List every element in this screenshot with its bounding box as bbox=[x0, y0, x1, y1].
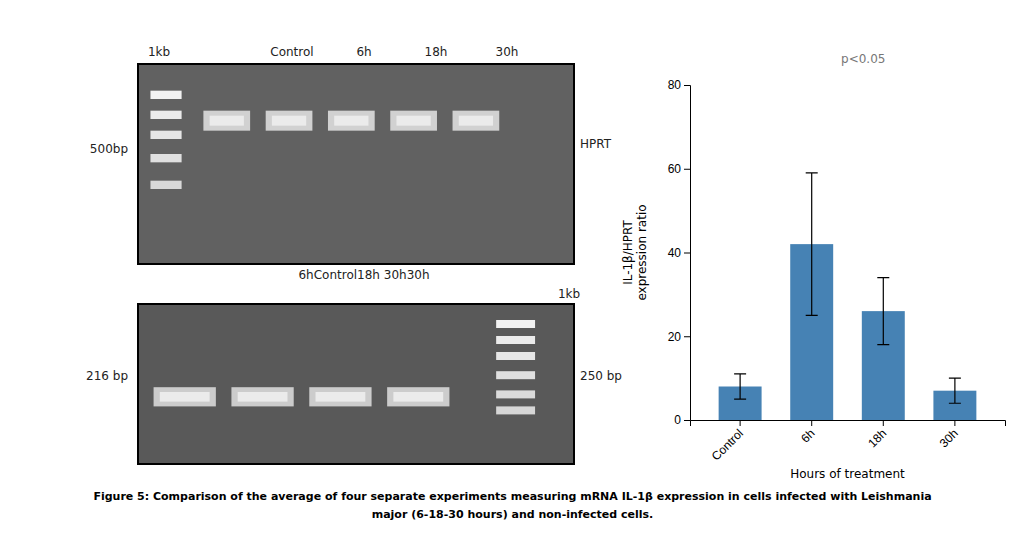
error-bar bbox=[734, 374, 746, 399]
plot-area bbox=[719, 173, 977, 420]
gel-label: 1kb bbox=[148, 45, 170, 59]
y-axis-line bbox=[684, 86, 691, 421]
gel-label: HPRT bbox=[580, 137, 612, 151]
error-bar bbox=[877, 278, 889, 345]
x-axis: Control 6h 18h 30h bbox=[691, 420, 1006, 463]
gel-band bbox=[309, 387, 371, 406]
gel-top bbox=[138, 64, 574, 264]
gel-label: 1kb bbox=[558, 287, 580, 301]
y-tick-mark bbox=[684, 85, 690, 86]
gel-background bbox=[138, 64, 574, 264]
x-tick: 18h bbox=[865, 420, 889, 450]
gel-band bbox=[150, 111, 181, 119]
error-bar bbox=[806, 173, 818, 315]
gel-band bbox=[150, 154, 181, 162]
y-tick-label: 20 bbox=[668, 330, 682, 344]
gel-band bbox=[150, 91, 181, 99]
x-tick: Control bbox=[709, 420, 746, 463]
x-tick-label: 30h bbox=[937, 426, 961, 450]
y-tick-label: 0 bbox=[674, 413, 681, 427]
gel-band bbox=[150, 131, 181, 139]
gel-band bbox=[396, 116, 430, 126]
x-tick-label: 6h bbox=[798, 426, 817, 445]
y-tick: 40 bbox=[668, 246, 690, 260]
x-axis-line bbox=[691, 421, 1006, 427]
y-tick: 60 bbox=[668, 162, 690, 176]
y-axis: 0 20 40 60 80 bbox=[668, 78, 691, 427]
gel-label: 6h bbox=[356, 45, 371, 59]
gel-band bbox=[496, 371, 535, 379]
gel-band bbox=[238, 392, 288, 402]
gel-band bbox=[150, 181, 181, 189]
gel-label: 216 bp bbox=[86, 369, 128, 383]
gel-background bbox=[138, 304, 574, 464]
x-tick-mark bbox=[954, 420, 955, 426]
caption: Figure 5: Comparison of the average of f… bbox=[93, 490, 931, 503]
y-tick-label: 60 bbox=[668, 162, 682, 176]
x-tick-mark bbox=[740, 420, 741, 426]
gel-band bbox=[210, 116, 244, 126]
gel-band bbox=[390, 111, 437, 131]
y-tick: 0 bbox=[674, 413, 690, 427]
x-tick-label: Control bbox=[709, 426, 746, 463]
y-tick-mark bbox=[684, 253, 690, 254]
y-tick-label: 40 bbox=[668, 246, 682, 260]
gel-label: 18h bbox=[425, 45, 448, 59]
gel-band bbox=[334, 116, 368, 126]
caption: major (6-18-30 hours) and non-infected c… bbox=[372, 508, 654, 521]
gel-label: 6hControl18h 30h30h bbox=[298, 268, 429, 282]
x-axis-title: Hours of treatment bbox=[790, 467, 905, 481]
gel-band bbox=[328, 111, 375, 131]
gel-band bbox=[316, 392, 366, 402]
gel-band bbox=[154, 387, 216, 406]
gel-band bbox=[496, 320, 535, 328]
gel-band bbox=[272, 116, 306, 126]
gel-label: 500bp bbox=[90, 142, 128, 156]
x-tick: 6h bbox=[798, 420, 817, 446]
chart-root: 1kb Control 6h 18h 30h HPRT 500bp 6hControl18h … bbox=[0, 0, 1025, 533]
y-tick: 80 bbox=[668, 78, 690, 92]
y-tick-mark bbox=[684, 336, 690, 337]
x-tick-mark bbox=[811, 420, 812, 426]
y-tick-mark bbox=[684, 420, 690, 421]
y-tick-label: 80 bbox=[668, 78, 682, 92]
x-tick: 30h bbox=[937, 420, 961, 450]
gel-band bbox=[496, 352, 535, 360]
gel-bottom bbox=[138, 304, 574, 464]
gel-band bbox=[496, 336, 535, 344]
gel-label: 30h bbox=[496, 45, 519, 59]
gel-band bbox=[160, 392, 210, 402]
gel-band bbox=[393, 392, 443, 402]
annotation: p<0.05 bbox=[841, 52, 885, 66]
gel-band bbox=[496, 406, 535, 414]
x-tick-label: 18h bbox=[865, 426, 889, 450]
gel-label: Control bbox=[270, 45, 313, 59]
y-tick-mark bbox=[684, 169, 690, 170]
gel-band bbox=[459, 116, 493, 126]
gel-band bbox=[203, 111, 250, 131]
y-tick: 20 bbox=[668, 330, 690, 344]
gel-band bbox=[496, 390, 535, 398]
gel-label: 250 bp bbox=[580, 369, 622, 383]
gel-band bbox=[453, 111, 500, 131]
error-bar bbox=[949, 378, 961, 403]
y-axis-title: IL-1β/HPRTexpression ratio bbox=[621, 204, 649, 300]
gel-band bbox=[266, 111, 313, 131]
gel-band bbox=[231, 387, 293, 406]
x-tick-mark bbox=[883, 420, 884, 426]
gel-band bbox=[387, 387, 449, 406]
